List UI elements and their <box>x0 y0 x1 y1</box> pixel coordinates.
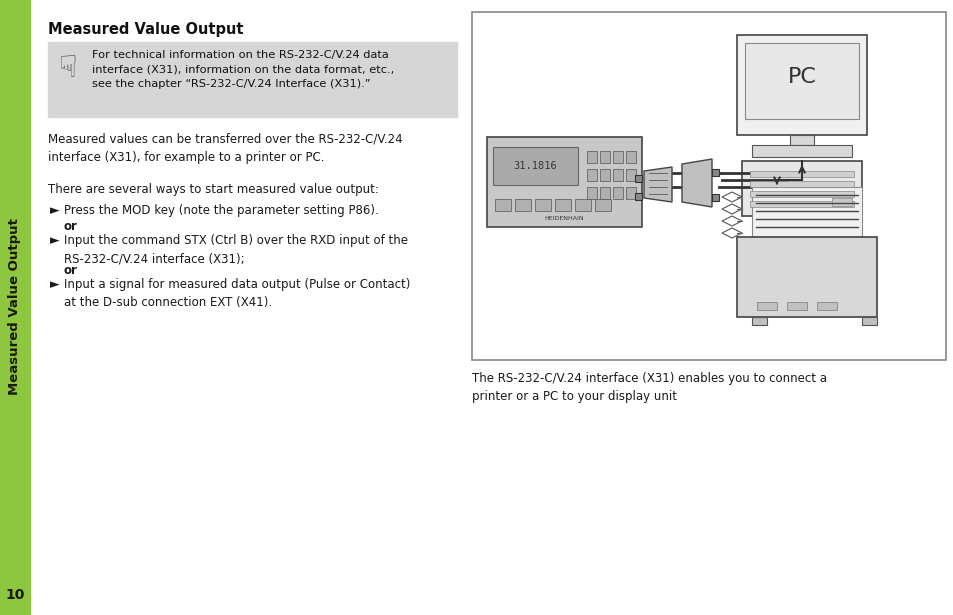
Bar <box>599 169 609 181</box>
Bar <box>737 35 866 135</box>
Bar <box>744 43 858 119</box>
Bar <box>599 187 609 199</box>
Text: ►: ► <box>50 204 59 217</box>
Bar <box>625 151 636 163</box>
Text: or: or <box>64 220 78 233</box>
Bar <box>586 151 597 163</box>
Text: For technical information on the RS-232-C/V.24 data
interface (X31), information: For technical information on the RS-232-… <box>91 50 394 89</box>
Bar <box>472 12 945 360</box>
Bar <box>635 175 641 182</box>
Bar <box>862 317 876 325</box>
Bar <box>625 187 636 199</box>
Text: HEIDENHAIN: HEIDENHAIN <box>544 216 583 221</box>
Bar <box>613 187 622 199</box>
Bar <box>495 199 511 211</box>
Polygon shape <box>721 204 741 214</box>
Bar <box>789 135 813 145</box>
Text: There are several ways to start measured value output:: There are several ways to start measured… <box>48 183 378 196</box>
Text: ►: ► <box>50 278 59 291</box>
Text: Measured Value Output: Measured Value Output <box>48 22 243 37</box>
Text: 10: 10 <box>6 588 25 602</box>
Bar <box>749 181 853 187</box>
Bar <box>613 151 622 163</box>
Bar <box>486 137 641 227</box>
Bar <box>751 145 851 157</box>
Bar <box>831 198 851 206</box>
Bar <box>595 199 610 211</box>
Polygon shape <box>721 228 741 238</box>
Text: Measured Value Output: Measured Value Output <box>9 218 22 395</box>
Bar <box>586 187 597 199</box>
Bar <box>737 237 876 317</box>
Polygon shape <box>643 167 671 202</box>
Bar <box>555 199 571 211</box>
Bar <box>751 317 766 325</box>
Bar <box>575 199 590 211</box>
Bar <box>749 191 853 197</box>
Bar <box>711 169 719 176</box>
Text: ►: ► <box>50 234 59 247</box>
Bar <box>751 187 862 237</box>
Bar <box>0 0 30 615</box>
Text: The RS-232-C/V.24 interface (X31) enables you to connect a
printer or a PC to yo: The RS-232-C/V.24 interface (X31) enable… <box>472 372 826 403</box>
Bar <box>749 171 853 177</box>
Bar <box>535 199 551 211</box>
Text: 31.1816: 31.1816 <box>513 161 557 171</box>
Bar <box>493 147 578 185</box>
Bar <box>613 169 622 181</box>
Bar <box>599 151 609 163</box>
Bar <box>711 194 719 201</box>
Bar <box>749 201 853 207</box>
Bar <box>48 42 456 117</box>
Bar <box>635 193 641 200</box>
Bar <box>586 169 597 181</box>
Polygon shape <box>721 192 741 202</box>
Text: ☟: ☟ <box>59 54 77 83</box>
Text: Input a signal for measured data output (Pulse or Contact)
at the D-sub connecti: Input a signal for measured data output … <box>64 278 410 309</box>
Bar <box>625 169 636 181</box>
Bar <box>757 302 776 310</box>
Bar <box>515 199 531 211</box>
Bar <box>816 302 836 310</box>
Bar <box>741 161 862 216</box>
Text: Press the MOD key (note the parameter setting P86).: Press the MOD key (note the parameter se… <box>64 204 378 217</box>
Polygon shape <box>681 159 711 207</box>
Text: PC: PC <box>787 67 816 87</box>
Bar <box>786 302 806 310</box>
Text: Measured values can be transferred over the RS-232-C/V.24
interface (X31), for e: Measured values can be transferred over … <box>48 133 402 164</box>
Text: Input the command STX (Ctrl B) over the RXD input of the
RS-232-C/V.24 interface: Input the command STX (Ctrl B) over the … <box>64 234 408 265</box>
Polygon shape <box>721 216 741 226</box>
Text: or: or <box>64 264 78 277</box>
